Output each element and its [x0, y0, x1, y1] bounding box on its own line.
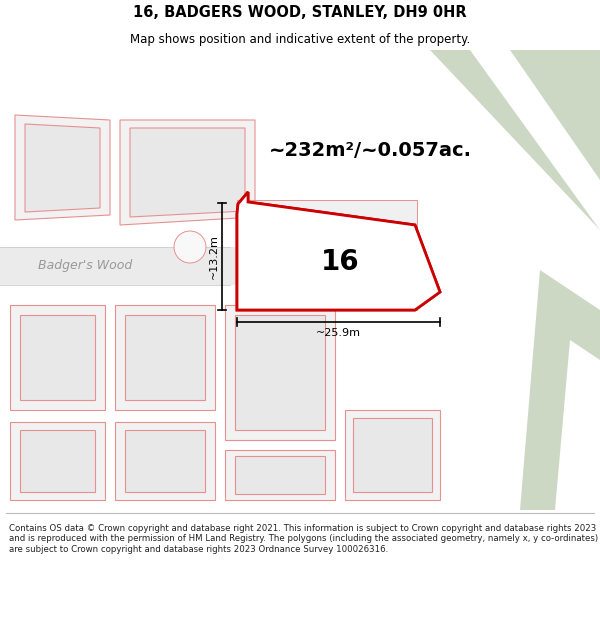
Polygon shape [470, 50, 600, 230]
Polygon shape [237, 192, 440, 310]
Polygon shape [555, 340, 600, 510]
Bar [115, 422, 215, 500]
Bar [353, 418, 432, 492]
Bar [125, 430, 205, 492]
Bar [10, 305, 105, 410]
Polygon shape [120, 120, 255, 225]
Polygon shape [130, 128, 245, 217]
Circle shape [174, 231, 206, 263]
Polygon shape [15, 115, 110, 220]
Polygon shape [395, 50, 600, 130]
Polygon shape [237, 192, 440, 310]
Text: Badger's Wood: Badger's Wood [38, 259, 132, 272]
Bar [235, 456, 325, 494]
Bar [225, 450, 335, 500]
Bar [237, 200, 417, 310]
Bar [0, 247, 420, 285]
Bar [115, 305, 215, 410]
Polygon shape [530, 50, 600, 80]
Text: 16: 16 [320, 248, 359, 276]
Bar [20, 315, 95, 400]
Polygon shape [520, 270, 600, 510]
Bar [125, 315, 205, 400]
Text: ~25.9m: ~25.9m [316, 328, 361, 338]
Text: ~232m²/~0.057ac.: ~232m²/~0.057ac. [269, 141, 472, 159]
Text: ~13.2m: ~13.2m [209, 234, 219, 279]
Bar [10, 422, 105, 500]
Polygon shape [430, 50, 600, 230]
Polygon shape [25, 124, 100, 212]
Bar [225, 305, 335, 440]
Bar [20, 430, 95, 492]
Bar [345, 410, 440, 500]
Text: 16, BADGERS WOOD, STANLEY, DH9 0HR: 16, BADGERS WOOD, STANLEY, DH9 0HR [133, 5, 467, 20]
Text: Contains OS data © Crown copyright and database right 2021. This information is : Contains OS data © Crown copyright and d… [9, 524, 598, 554]
Text: Map shows position and indicative extent of the property.: Map shows position and indicative extent… [130, 32, 470, 46]
Bar [235, 315, 325, 430]
